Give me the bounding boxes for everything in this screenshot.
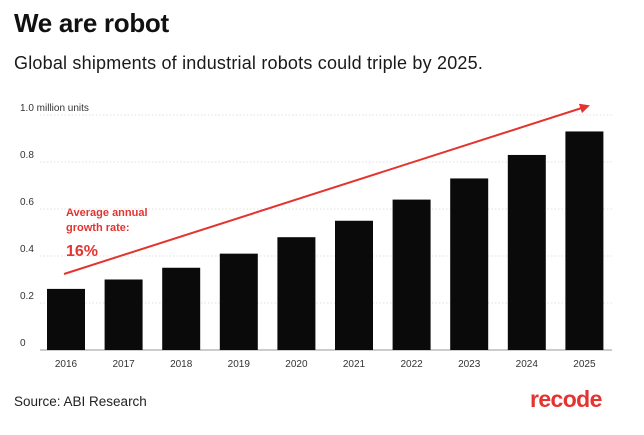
x-tick-label: 2022 [400, 359, 423, 370]
y-tick-label: 0.6 [20, 197, 34, 208]
y-tick-label: 1.0 million units [20, 103, 89, 114]
axes: 0 0.2 0.4 0.6 0.8 1.0 million units 2016 2017 20… [20, 103, 596, 370]
bar-2023 [450, 178, 489, 350]
bar-2018 [162, 267, 201, 350]
bar-2016 [47, 288, 85, 350]
annotation: Average annual growth rate: 16% [63, 103, 590, 275]
annotation-label: Average annual [66, 207, 148, 219]
y-tick-label: 0.2 [20, 291, 34, 302]
annotation-label: growth rate: [66, 222, 130, 234]
y-tick-label: 0.4 [20, 244, 34, 255]
y-tick-label: 0.8 [20, 150, 34, 161]
x-tick-label: 2024 [516, 359, 539, 370]
x-tick-label: 2017 [112, 359, 135, 370]
bars [47, 131, 604, 350]
y-tick-label: 0 [20, 338, 26, 349]
bar-2025 [565, 131, 604, 350]
x-tick-label: 2016 [55, 359, 78, 370]
x-tick-label: 2018 [170, 359, 193, 370]
bar-2019 [219, 253, 258, 350]
bar-2017 [104, 279, 143, 350]
trend-arrow [63, 103, 590, 275]
growth-rate-value: 16% [66, 243, 98, 260]
x-tick-label: 2023 [458, 359, 481, 370]
x-tick-label: 2021 [343, 359, 366, 370]
chart-subtitle: Global shipments of industrial robots co… [14, 53, 484, 73]
bar-2020 [277, 237, 316, 350]
brand-logo: recode [530, 386, 602, 412]
x-tick-label: 2019 [228, 359, 251, 370]
x-tick-label: 2025 [573, 359, 596, 370]
chart-title: We are robot [14, 8, 169, 38]
source-note: Source: ABI Research [14, 394, 147, 409]
bar-2022 [392, 199, 431, 350]
bar-2024 [507, 154, 546, 350]
bar-2021 [335, 220, 373, 350]
x-tick-label: 2020 [285, 359, 308, 370]
